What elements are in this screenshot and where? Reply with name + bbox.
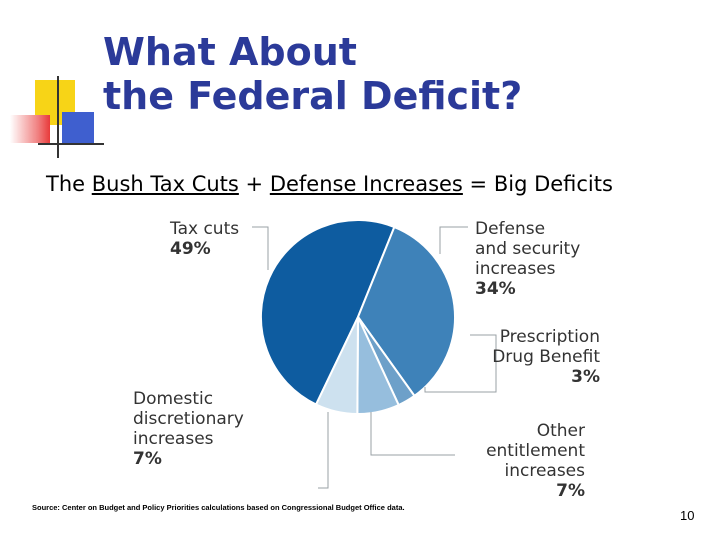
pie-label-text: increases [475,259,556,279]
slide-subtitle: The Bush Tax Cuts + Defense Increases = … [46,172,706,196]
subtitle-suffix: = Big Deficits [462,172,613,196]
decor-blue-square [62,112,94,144]
pie-label-percent: 7% [556,481,585,500]
pie-slice-domestic-discretionary-increases [314,316,359,416]
pie-slice-defense-and-security-increases [356,225,456,398]
pie-label-text: Domestic [133,389,213,409]
leader-line-1 [252,226,269,270]
decor-vertical-line [57,76,59,158]
decor-horizontal-line [38,143,104,145]
subtitle-term-defense: Defense Increases [269,172,463,196]
leader-line-2 [439,226,468,254]
leader-line-5 [318,412,329,489]
pie-label-percent: 49% [170,239,211,259]
leader-line-3 [424,334,497,393]
pie-label-text: Other [537,421,585,441]
slide-title: What About the Federal Deficit? [103,30,522,118]
title-line-2: the Federal Deficit? [103,74,523,118]
pie-slices [260,219,456,416]
title-line-1: What About [103,30,357,74]
page-number: 10 [680,508,695,523]
subtitle-term-tax-cuts: Bush Tax Cuts [91,172,239,196]
pie-label-text: Defense [475,219,545,239]
subtitle-plus: + [238,172,270,196]
pie-label-text: Drug Benefit [492,347,600,367]
pie-label-text: Tax cuts [169,219,239,239]
pie-label-percent: 7% [133,449,162,469]
pie-label-percent: 34% [475,279,516,299]
pie-label-text: discretionary [133,409,244,429]
pie-label-text: entitlement [486,441,585,461]
pie-label-text: increases [504,461,585,481]
pie-label-text: Prescription [500,327,600,347]
pie-label-text: and security [475,239,580,259]
source-note: Source: Center on Budget and Policy Prio… [32,503,405,512]
pie-slice-tax-cuts [260,219,396,406]
decor-red-square [10,115,50,143]
leader-line-4 [370,412,455,456]
pie-label-percent: 3% [571,367,600,387]
pie-leader-lines [252,226,497,489]
subtitle-prefix: The [46,172,92,196]
pie-label-text: increases [133,429,214,449]
